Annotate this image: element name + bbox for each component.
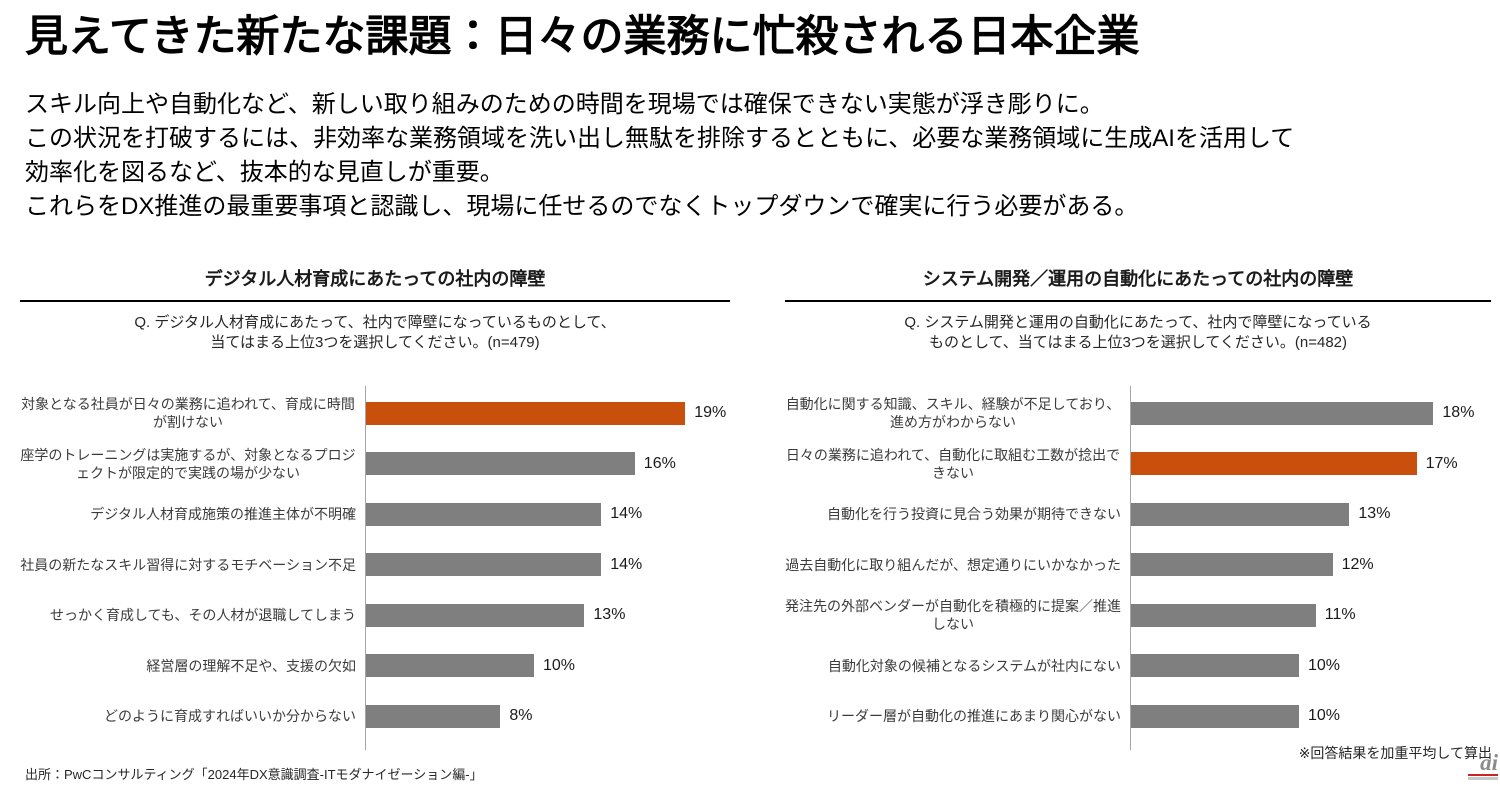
bar-row: 自動化を行う投資に見合う効果が期待できない 13%: [785, 489, 1491, 540]
chart-rows: 対象となる社員が日々の業務に追われて、育成に時間が割けない 19% 座学のトレーニン…: [20, 386, 730, 750]
category-label: 対象となる社員が日々の業務に追われて、育成に時間が割けない: [21, 396, 355, 431]
bar-row: 発注先の外部ベンダーが自動化を積極的に提案／推進しない 11%: [785, 590, 1491, 641]
summary-line: スキル向上や自動化など、新しい取り組みのための時間を現場では確保できない実態が浮…: [25, 91, 1104, 118]
bar-row: 対象となる社員が日々の業務に追われて、育成に時間が割けない 19%: [20, 388, 730, 439]
value-label: 11%: [1324, 606, 1356, 624]
bar: [1131, 502, 1350, 526]
value-label: 10%: [543, 656, 576, 674]
value-label: 14%: [610, 555, 643, 573]
chart-rows: 自動化に関する知識、スキル、経験が不足しており、進め方がわからない 18% 日々の業…: [785, 386, 1491, 750]
bar-row: 過去自動化に取り組んだが、想定通りにいかなかった 12%: [785, 540, 1491, 591]
value-label: 18%: [1442, 404, 1475, 422]
category-label: 過去自動化に取り組んだが、想定通りにいかなかった: [785, 556, 1121, 573]
bar-row: どのように育成すればいいか分からない 8%: [20, 691, 730, 742]
y-axis-line: [365, 386, 366, 750]
value-label: 10%: [1308, 707, 1341, 725]
category-label: せっかく育成しても、その人材が退職してしまう: [49, 607, 356, 624]
category-label: 自動化を行う投資に見合う効果が期待できない: [827, 506, 1121, 523]
bar-track: 19%: [365, 388, 730, 439]
category-label: 自動化対象の候補となるシステムが社内にない: [827, 657, 1121, 674]
value-label: 12%: [1341, 555, 1374, 573]
bar: [1131, 603, 1316, 627]
category-label: デジタル人材育成施策の推進主体が不明確: [90, 506, 356, 523]
category-label: 自動化に関する知識、スキル、経験が不足しており、進め方がわからない: [785, 396, 1121, 431]
bar-track: 11%: [1130, 590, 1491, 641]
bar: [366, 654, 534, 678]
bar: [1131, 401, 1434, 425]
bar: [366, 704, 501, 728]
bar-track: 14%: [365, 489, 730, 540]
chart-panel-training: デジタル人材育成にあたっての社内の障壁 Q. デジタル人材育成にあたって、社内で…: [20, 265, 730, 750]
title-underline: [20, 300, 730, 302]
bar-row: リーダー層が自動化の推進にあまり関心がない 10%: [785, 691, 1491, 742]
bar-row: 日々の業務に追われて、自動化に取組む工数が捻出できない 17%: [785, 439, 1491, 490]
bar: [1131, 654, 1299, 678]
bar: [366, 452, 635, 476]
value-label: 13%: [593, 606, 626, 624]
bar: [366, 553, 602, 577]
chart-panel-automation: システム開発／運用の自動化にあたっての社内の障壁 Q. システム開発と運用の自動…: [785, 265, 1491, 750]
bar-track: 18%: [1130, 388, 1491, 439]
ai-logo: ai: [1462, 750, 1498, 780]
bar-row: デジタル人材育成施策の推進主体が不明確 14%: [20, 489, 730, 540]
ai-logo-red-rule: [1468, 774, 1498, 776]
value-label: 8%: [509, 707, 533, 725]
y-axis-line: [1130, 386, 1131, 750]
bar-track: 12%: [1130, 540, 1491, 591]
bar-track: 13%: [365, 590, 730, 641]
bar-track: 17%: [1130, 439, 1491, 490]
bar: [1131, 704, 1299, 728]
slide-summary: スキル向上や自動化など、新しい取り組みのための時間を現場では確保できない実態が浮…: [25, 88, 1485, 224]
question-line: Q. システム開発と運用の自動化にあたって、社内で障壁になっている: [904, 314, 1372, 331]
bar-track: 8%: [365, 691, 730, 742]
weighted-average-footnote: ※回答結果を加重平均して算出: [1298, 745, 1492, 761]
bar-track: 16%: [365, 439, 730, 490]
question-line: ものとして、当てはまる上位3つを選択してください。(n=482): [928, 334, 1348, 351]
bar: [1131, 553, 1333, 577]
chart-title: デジタル人材育成にあたっての社内の障壁: [204, 269, 546, 289]
category-label: 日々の業務に追われて、自動化に取組む工数が捻出できない: [785, 446, 1121, 481]
category-label: リーダー層が自動化の推進にあまり関心がない: [827, 708, 1121, 725]
bar-row: 自動化に関する知識、スキル、経験が不足しており、進め方がわからない 18%: [785, 388, 1491, 439]
bar-track: 10%: [365, 641, 730, 692]
bar-row: 自動化対象の候補となるシステムが社内にない 10%: [785, 641, 1491, 692]
question-line: 当てはまる上位3つを選択してください。(n=479): [210, 334, 540, 351]
bar: [366, 502, 602, 526]
category-label: 発注先の外部ベンダーが自動化を積極的に提案／推進しない: [785, 598, 1121, 633]
ai-logo-text: ai: [1480, 750, 1498, 775]
bar-highlighted: [366, 401, 686, 425]
value-label: 13%: [1358, 505, 1391, 523]
value-label: 17%: [1425, 454, 1458, 472]
page-title: 見えてきた新たな課題：日々の業務に忙殺される日本企業: [25, 14, 1140, 61]
value-label: 16%: [643, 454, 676, 472]
bar-row: 社員の新たなスキル習得に対するモチベーション不足 14%: [20, 540, 730, 591]
bar-highlighted: [1131, 452, 1417, 476]
category-label: どのように育成すればいいか分からない: [104, 708, 356, 725]
bar-row: 座学のトレーニングは実施するが、対象となるプロジェクトが限定的で実践の場が少ない…: [20, 439, 730, 490]
ai-logo-small-text: [1468, 777, 1498, 780]
summary-line: この状況を打破するには、非効率な業務領域を洗い出し無駄を排除するとともに、必要な…: [25, 125, 1295, 152]
bar-track: 14%: [365, 540, 730, 591]
bar-track: 10%: [1130, 641, 1491, 692]
bar: [366, 603, 585, 627]
chart-title: システム開発／運用の自動化にあたっての社内の障壁: [922, 269, 1354, 289]
source-credit: 出所：PwCコンサルティング「2024年DX意識調査-ITモダナイゼーション編-…: [25, 767, 483, 782]
category-label: 座学のトレーニングは実施するが、対象となるプロジェクトが限定的で実践の場が少ない: [20, 446, 356, 481]
value-label: 10%: [1308, 656, 1341, 674]
bar-track: 10%: [1130, 691, 1491, 742]
summary-line: これらをDX推進の最重要事項と認識し、現場に任せるのでなくトップダウンで確実に行…: [25, 193, 1139, 220]
summary-line: 効率化を図るなど、抜本的な見直しが重要。: [25, 159, 504, 186]
category-label: 経営層の理解不足や、支援の欠如: [146, 657, 356, 674]
chart-question: Q. デジタル人材育成にあたって、社内で障壁になっているものとして、 当てはまる上…: [20, 313, 730, 353]
chart-question: Q. システム開発と運用の自動化にあたって、社内で障壁になっている ものとして、当…: [785, 313, 1491, 353]
bar-track: 13%: [1130, 489, 1491, 540]
value-label: 14%: [610, 505, 643, 523]
bar-row: せっかく育成しても、その人材が退職してしまう 13%: [20, 590, 730, 641]
question-line: Q. デジタル人材育成にあたって、社内で障壁になっているものとして、: [134, 314, 616, 331]
title-underline: [785, 300, 1491, 302]
category-label: 社員の新たなスキル習得に対するモチベーション不足: [20, 556, 356, 573]
bar-row: 経営層の理解不足や、支援の欠如 10%: [20, 641, 730, 692]
value-label: 19%: [694, 404, 727, 422]
